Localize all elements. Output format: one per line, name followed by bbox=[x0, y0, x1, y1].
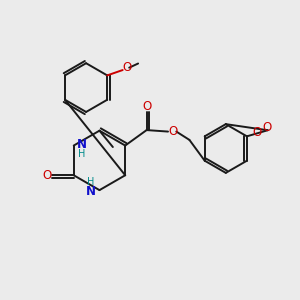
Text: N: N bbox=[77, 138, 87, 151]
Text: H: H bbox=[78, 149, 86, 160]
Text: O: O bbox=[42, 169, 52, 182]
Text: O: O bbox=[142, 100, 151, 113]
Text: O: O bbox=[262, 121, 272, 134]
Text: O: O bbox=[168, 125, 178, 138]
Text: H: H bbox=[88, 177, 95, 187]
Text: N: N bbox=[86, 185, 96, 198]
Text: O: O bbox=[252, 126, 261, 139]
Text: O: O bbox=[122, 61, 131, 74]
